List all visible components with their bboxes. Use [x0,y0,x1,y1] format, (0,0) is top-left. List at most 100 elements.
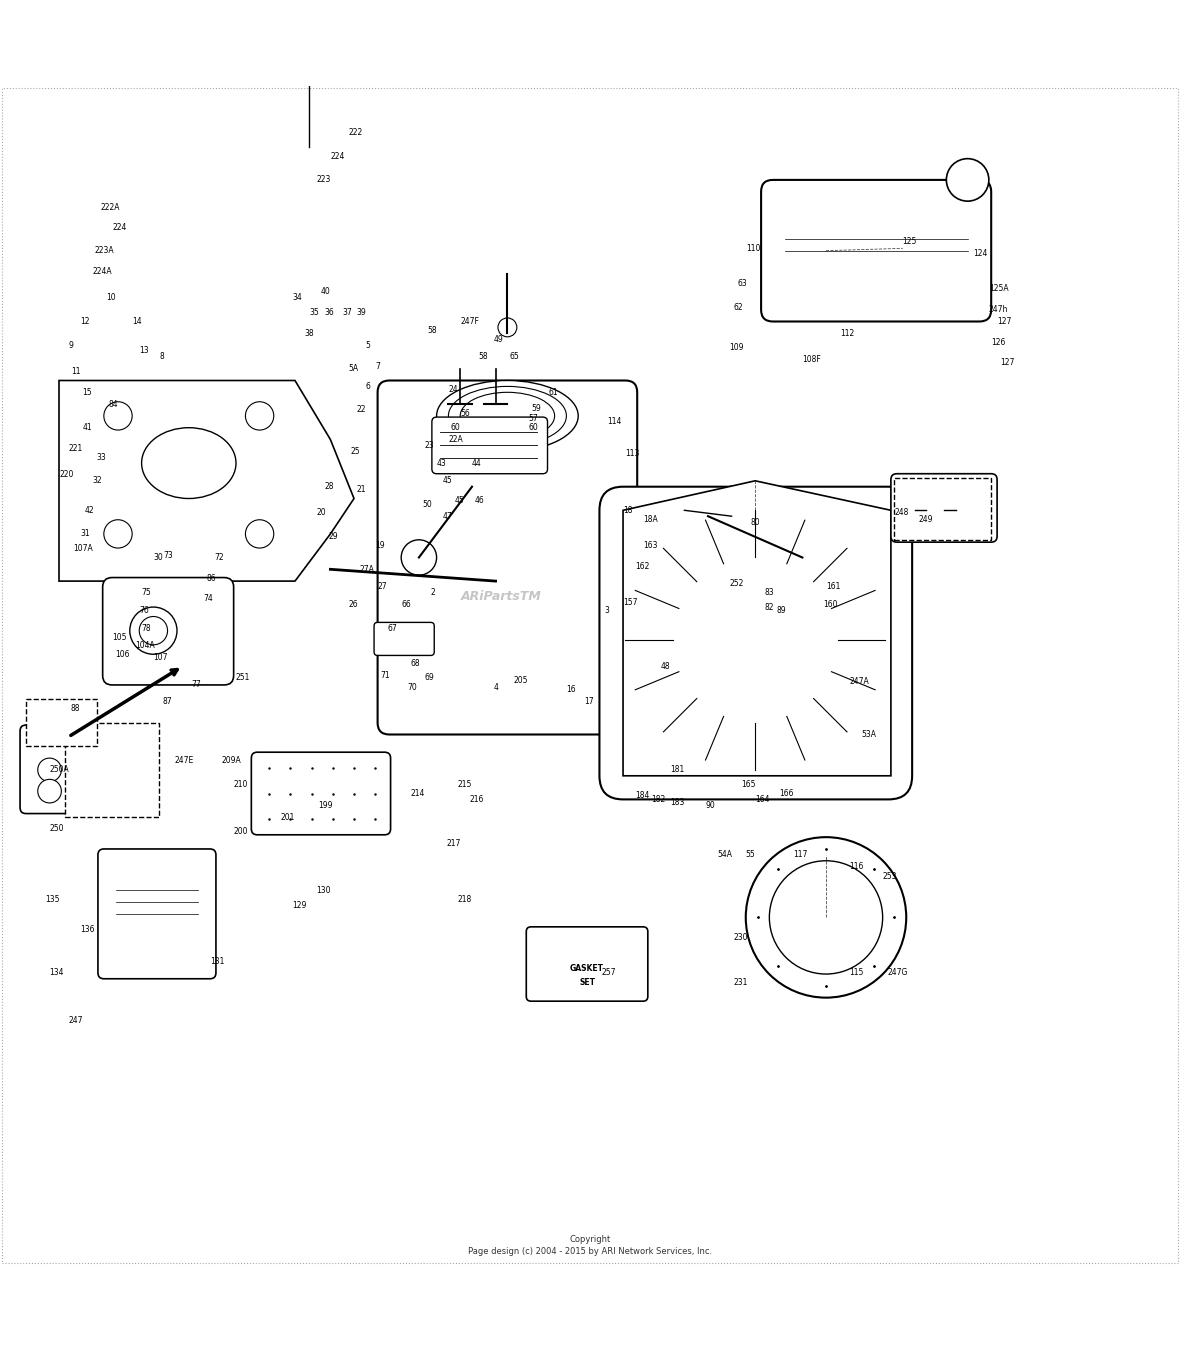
Text: 127: 127 [1001,358,1015,367]
FancyBboxPatch shape [103,578,234,685]
Text: 251: 251 [236,673,250,682]
Text: 39: 39 [356,308,366,316]
Text: 201: 201 [281,812,295,821]
Text: 210: 210 [234,780,248,789]
Text: 250: 250 [50,824,64,834]
Text: 129: 129 [293,901,307,911]
Text: 68: 68 [411,659,420,669]
Text: 50: 50 [422,500,432,509]
Text: 41: 41 [83,423,92,432]
Text: 5A: 5A [348,365,359,373]
Text: 87: 87 [163,697,172,707]
Text: 3: 3 [604,607,609,615]
Text: 7: 7 [375,362,380,370]
Text: 166: 166 [779,789,793,798]
Text: 114: 114 [608,417,622,427]
Text: 127: 127 [997,317,1011,326]
Text: 5: 5 [366,340,371,350]
Text: 63: 63 [738,280,747,288]
Text: 224: 224 [112,223,126,231]
Text: 224A: 224A [92,267,112,277]
Circle shape [620,504,891,775]
Text: 21: 21 [356,485,366,493]
Text: 45: 45 [454,496,464,505]
Text: 90: 90 [706,801,715,809]
Text: 42: 42 [85,505,94,515]
Text: Copyright: Copyright [570,1235,610,1244]
Text: 20: 20 [316,508,326,517]
Text: 71: 71 [380,671,389,680]
Text: 6: 6 [366,382,371,390]
Text: 222A: 222A [100,203,120,212]
Text: 83: 83 [765,589,774,597]
Text: 161: 161 [826,582,840,592]
Text: 223: 223 [316,176,330,184]
Text: 13: 13 [139,346,149,355]
Polygon shape [59,381,354,581]
Text: 230: 230 [734,934,748,942]
Text: 247A: 247A [850,677,870,686]
Text: 18: 18 [623,505,632,515]
Text: 38: 38 [304,328,314,338]
Circle shape [104,401,132,430]
Text: 215: 215 [458,780,472,789]
Circle shape [401,540,437,576]
Text: 162: 162 [635,562,649,571]
Text: 17: 17 [584,697,594,707]
Text: 82: 82 [765,603,774,612]
Text: 84: 84 [109,400,118,408]
Text: 117: 117 [793,850,807,859]
Text: 209A: 209A [222,757,242,765]
Text: 216: 216 [470,794,484,804]
Text: 231: 231 [734,978,748,986]
Circle shape [498,317,517,336]
FancyBboxPatch shape [891,474,997,542]
Text: 15: 15 [83,388,92,397]
Circle shape [946,158,989,201]
Text: 135: 135 [45,896,59,904]
Text: 107A: 107A [73,543,93,553]
Text: 14: 14 [132,317,142,326]
Text: 75: 75 [142,589,151,597]
Text: 134: 134 [50,969,64,977]
Text: 164: 164 [755,794,769,804]
Text: 34: 34 [293,293,302,303]
FancyBboxPatch shape [20,725,109,813]
Bar [894,478,991,540]
Text: 130: 130 [316,886,330,894]
Text: 37: 37 [342,308,352,316]
Text: 56: 56 [460,409,470,417]
Text: 223A: 223A [94,246,114,255]
Text: 221: 221 [68,444,83,454]
Text: 80: 80 [750,517,760,527]
Text: 115: 115 [850,969,864,977]
Text: 46: 46 [474,496,484,505]
Text: 110: 110 [746,243,760,253]
Text: 53A: 53A [861,730,877,739]
Text: 214: 214 [411,789,425,798]
Ellipse shape [142,428,236,499]
Circle shape [678,563,832,717]
Circle shape [104,520,132,549]
Text: 67: 67 [387,624,396,632]
Text: 12: 12 [80,317,90,326]
Text: SET: SET [579,978,595,986]
Text: 74: 74 [203,594,212,604]
Text: 88: 88 [71,704,80,713]
Text: 4: 4 [493,682,498,692]
Text: 249: 249 [918,515,932,524]
Text: 126: 126 [991,338,1005,347]
Text: 44: 44 [472,458,481,467]
Text: 200: 200 [234,827,248,836]
Text: 247h: 247h [989,305,1008,315]
FancyBboxPatch shape [98,848,216,978]
Text: 36: 36 [324,308,334,316]
Text: 28: 28 [324,482,334,492]
Text: 109: 109 [729,343,743,353]
Text: 131: 131 [210,957,224,966]
Text: 125A: 125A [989,284,1009,293]
Text: 124: 124 [974,249,988,258]
Text: ARiPartsTM: ARiPartsTM [461,590,542,603]
Text: 60: 60 [529,423,538,432]
Text: 29: 29 [328,532,337,540]
